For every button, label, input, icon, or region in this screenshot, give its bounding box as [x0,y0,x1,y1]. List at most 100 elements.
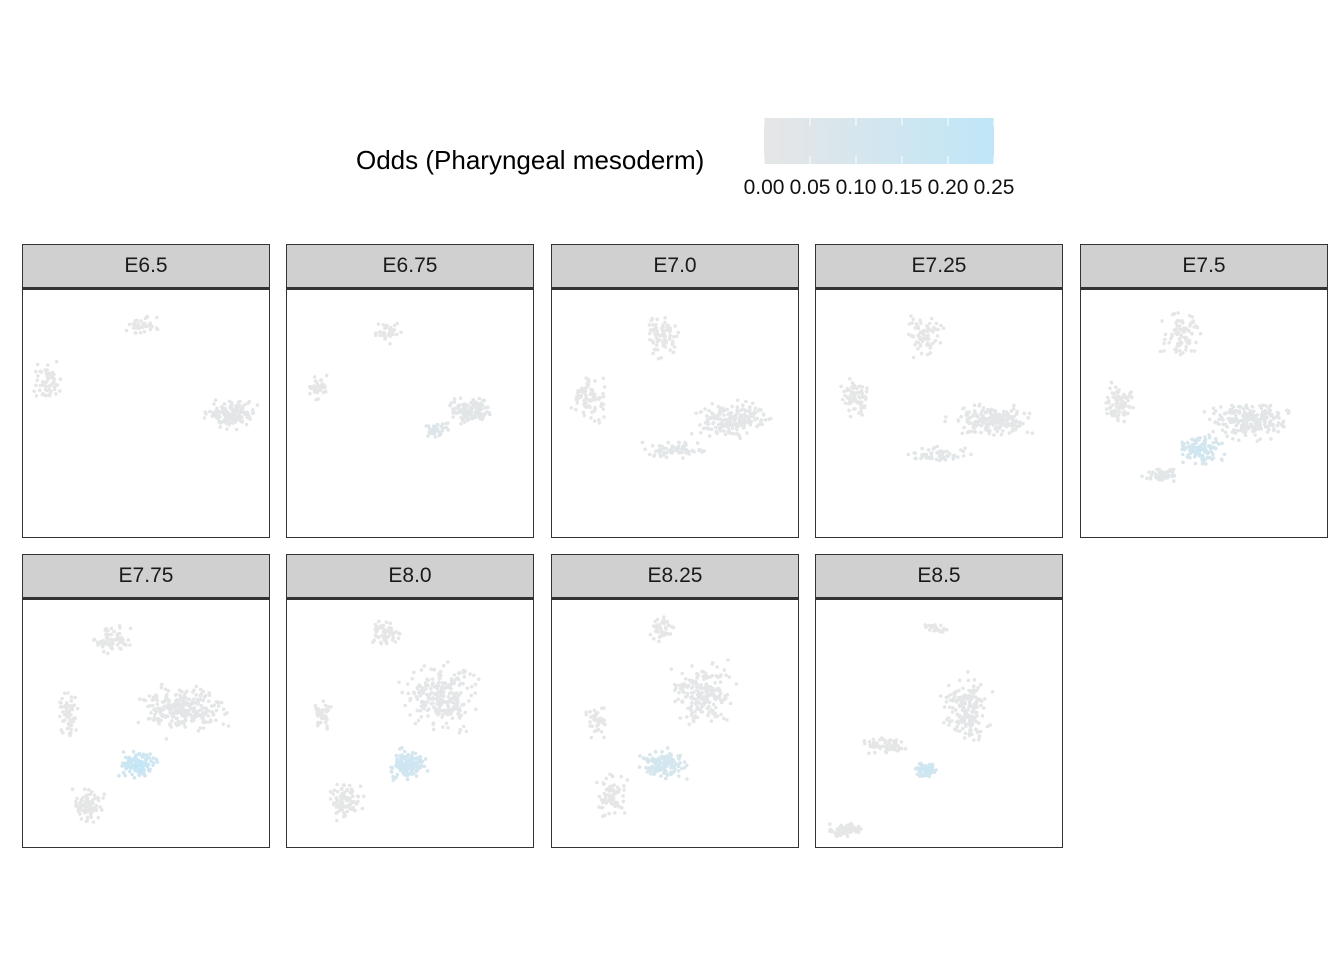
cell-point [36,374,40,378]
facet-strip-label: E6.5 [22,244,270,289]
cell-point [73,695,77,700]
cell-point [425,708,430,713]
cell-point [1207,433,1211,437]
cell-point [600,814,605,818]
cell-point [469,693,473,698]
cell-point [457,716,462,720]
cell-point [409,772,414,776]
cell-point [219,700,224,705]
facet-plot-area [815,599,1063,848]
cell-point [662,764,666,768]
cell-point [759,418,764,422]
cell-point [586,379,591,384]
cell-point [315,712,320,717]
cell-point [1188,321,1193,326]
cell-point [710,673,715,678]
cell-point [972,678,977,682]
cell-point [957,688,961,693]
cell-point [1188,456,1192,460]
cell-point [711,412,716,416]
cell-point [1126,411,1130,416]
cell-point [941,326,946,331]
cell-point [593,713,598,717]
cell-point [1185,440,1190,445]
cell-point [700,669,704,674]
cell-point [592,392,597,396]
cell-point [426,434,430,438]
cell-point [345,809,349,814]
cell-point [451,415,455,419]
cell-point [485,410,490,414]
facet-panel: E6.5 [22,244,270,548]
cell-point [741,403,745,408]
cell-point [1207,417,1212,422]
cell-point [401,771,406,776]
cell-point [967,731,972,736]
cell-point [372,638,376,643]
cell-point [418,708,423,713]
cell-point [85,818,90,823]
cell-point [212,703,217,708]
cell-point [1211,429,1215,434]
cell-point [652,771,657,776]
cell-point [687,452,691,456]
cell-point [851,394,856,398]
cell-point [601,376,606,381]
cell-point [1030,431,1035,435]
cell-point [988,723,992,727]
cell-point [1001,418,1005,423]
cell-point [951,456,956,460]
cell-point [437,690,442,694]
cell-point [170,719,174,723]
cell-point [680,766,684,771]
cell-point [93,796,98,800]
cell-point [744,399,748,404]
cell-point [969,690,974,694]
cell-point [601,392,605,396]
cell-point [377,635,381,640]
cell-point [971,705,975,709]
cell-point [597,418,601,422]
cell-point [1248,409,1252,413]
cell-point [1108,386,1112,391]
cell-point [49,375,53,380]
cell-point [1170,332,1174,337]
cell-point [983,697,987,701]
cell-point [1275,410,1280,415]
cell-point [139,763,143,767]
cell-point [709,693,713,697]
cell-point [203,410,208,414]
cell-point [855,391,860,395]
cell-point [988,428,992,433]
cell-point [478,401,483,406]
cell-point [680,689,685,693]
facet-strip-label: E7.0 [551,244,799,289]
cell-point [454,691,459,695]
cell-point [848,414,853,419]
cell-point [381,623,386,628]
cell-point [1269,437,1273,441]
cell-point [1238,428,1243,433]
cell-point [684,450,688,455]
cell-point [68,707,73,712]
cell-point [216,704,221,708]
cell-point [961,686,965,691]
cell-point [70,787,75,791]
cell-point [1231,436,1235,441]
cell-point [678,683,683,688]
cell-point [677,450,681,455]
cell-point [927,628,932,632]
cell-point [1114,405,1119,410]
cell-point [702,677,706,682]
cell-point [763,418,768,422]
cell-point [391,631,396,635]
cell-point [935,444,940,449]
cell-point [391,332,395,337]
cell-point [947,451,952,456]
cell-point [685,777,689,781]
cell-point [960,431,965,436]
cell-point [1209,446,1213,450]
cell-point [1104,407,1109,411]
cell-point [212,402,216,406]
cell-point [128,626,133,631]
